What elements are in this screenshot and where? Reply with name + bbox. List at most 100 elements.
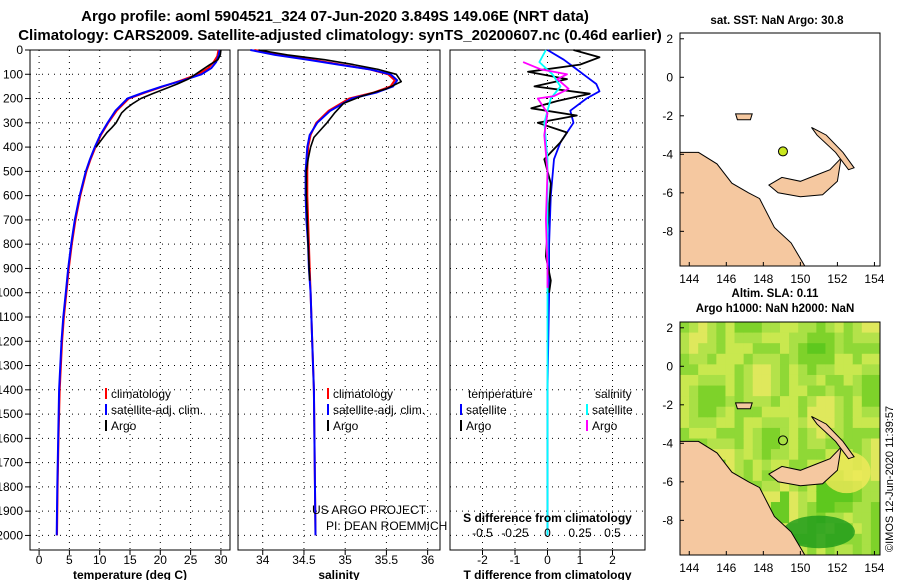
map-title: sat. SST: NaN Argo: 30.8 <box>710 15 844 27</box>
heat-cell <box>825 544 836 555</box>
heat-cell <box>752 343 763 355</box>
heat-cell <box>780 449 790 461</box>
heat-cell <box>825 364 836 376</box>
heat-cell <box>852 523 863 535</box>
x-tick-label: 144 <box>679 272 699 286</box>
x-tick-label: 154 <box>864 272 884 286</box>
heat-cell <box>789 322 799 334</box>
heat-cell <box>807 417 817 429</box>
heat-cell <box>870 427 880 439</box>
heat-cell <box>852 322 863 334</box>
x-tick-label: 35.5 <box>375 553 399 567</box>
heat-cell <box>861 533 872 545</box>
heat-cell <box>861 438 872 450</box>
heat-cell <box>725 374 736 387</box>
heat-cell <box>734 343 745 355</box>
heat-cell <box>725 396 736 408</box>
header-line1: Argo profile: aoml 5904521_324 07-Jun-20… <box>81 8 589 25</box>
y-tick-label: 100 <box>3 67 23 81</box>
heat-cell <box>816 480 826 492</box>
heat-cell <box>834 396 845 408</box>
heat-cell <box>861 364 872 376</box>
heat-cell <box>870 459 880 471</box>
argo-float-marker <box>777 435 788 446</box>
salinity-panel: 34 34.5 35 35.5 36 salinity climatology satelli… <box>237 49 447 580</box>
heat-cell <box>816 364 826 376</box>
heat-cell <box>770 374 781 387</box>
heat-cell <box>807 322 817 334</box>
heat-cell <box>798 427 808 439</box>
heat-cell <box>707 364 717 376</box>
heat-cell <box>825 343 836 355</box>
heat-cell <box>861 544 872 555</box>
heat-cell <box>725 353 736 365</box>
heat-cell <box>798 544 808 555</box>
heat-cell <box>825 491 836 503</box>
heat-cell <box>743 406 754 418</box>
y-tick-label: 2 <box>666 321 673 335</box>
heat-cell <box>689 364 699 376</box>
heat-cell <box>807 502 817 514</box>
heat-cell <box>761 470 772 482</box>
heat-cell <box>870 364 880 376</box>
y-tick-label: -4 <box>662 436 673 450</box>
series-argo <box>258 49 403 281</box>
heat-cell <box>752 396 763 408</box>
heat-cell <box>716 438 726 450</box>
heat-cell <box>870 385 880 397</box>
legend-swatch <box>460 404 462 415</box>
heat-cell <box>707 353 717 365</box>
heat-cell <box>780 353 790 365</box>
heat-cell <box>807 374 817 387</box>
heat-cell <box>743 417 754 429</box>
heat-cell <box>761 322 772 334</box>
heat-cell <box>780 322 790 334</box>
heat-cell <box>834 374 845 387</box>
heat-cell <box>834 502 845 514</box>
heat-cell <box>770 438 781 450</box>
legend-swatch <box>105 388 107 399</box>
heat-cell <box>780 364 790 376</box>
heat-cell <box>734 438 745 450</box>
x-tick-label: 148 <box>753 272 773 286</box>
heat-cell <box>725 406 736 418</box>
heat-cell <box>707 438 717 450</box>
heat-cell <box>789 438 799 450</box>
heat-cell <box>780 491 790 503</box>
heat-cell <box>870 322 880 334</box>
heat-cell <box>798 502 808 514</box>
heat-cell <box>770 449 781 461</box>
heat-cell <box>716 406 726 418</box>
heat-cell <box>761 343 772 355</box>
heat-cell <box>761 449 772 461</box>
heat-cell <box>725 427 736 439</box>
y-tick-label: 500 <box>3 164 23 178</box>
heat-cell <box>870 417 880 429</box>
argo-float-marker <box>777 146 788 157</box>
heat-cell <box>689 322 699 334</box>
heat-cell <box>798 353 808 365</box>
series-climatology <box>56 49 220 536</box>
y-tick-label: -4 <box>662 147 673 161</box>
heat-cell <box>825 417 836 429</box>
heat-cell <box>816 449 826 461</box>
heat-cell <box>734 332 745 344</box>
y-tick-label: 700 <box>3 213 23 227</box>
x-tick-label: 30 <box>214 553 228 567</box>
heat-cell <box>716 322 726 334</box>
temperature-panel: 0 5 10 15 20 25 300100200300400500600700800900… <box>0 43 231 580</box>
heat-cell <box>870 480 880 492</box>
heat-cell <box>743 322 754 334</box>
heat-cell <box>798 438 808 450</box>
heat-cell <box>789 406 799 418</box>
heat-cell <box>816 544 826 555</box>
heat-cell <box>707 406 717 418</box>
y-tick-label: 1100 <box>0 310 23 324</box>
heat-cell <box>770 406 781 418</box>
heat-cell <box>789 417 799 429</box>
heat-cell <box>761 332 772 344</box>
heat-cell <box>843 374 854 387</box>
legend-label: Argo <box>333 419 359 433</box>
heat-cell <box>743 396 754 408</box>
sst-map-panel: sat. SST: NaN Argo: 30.8 144 146 148 150 152 1… <box>662 15 884 286</box>
